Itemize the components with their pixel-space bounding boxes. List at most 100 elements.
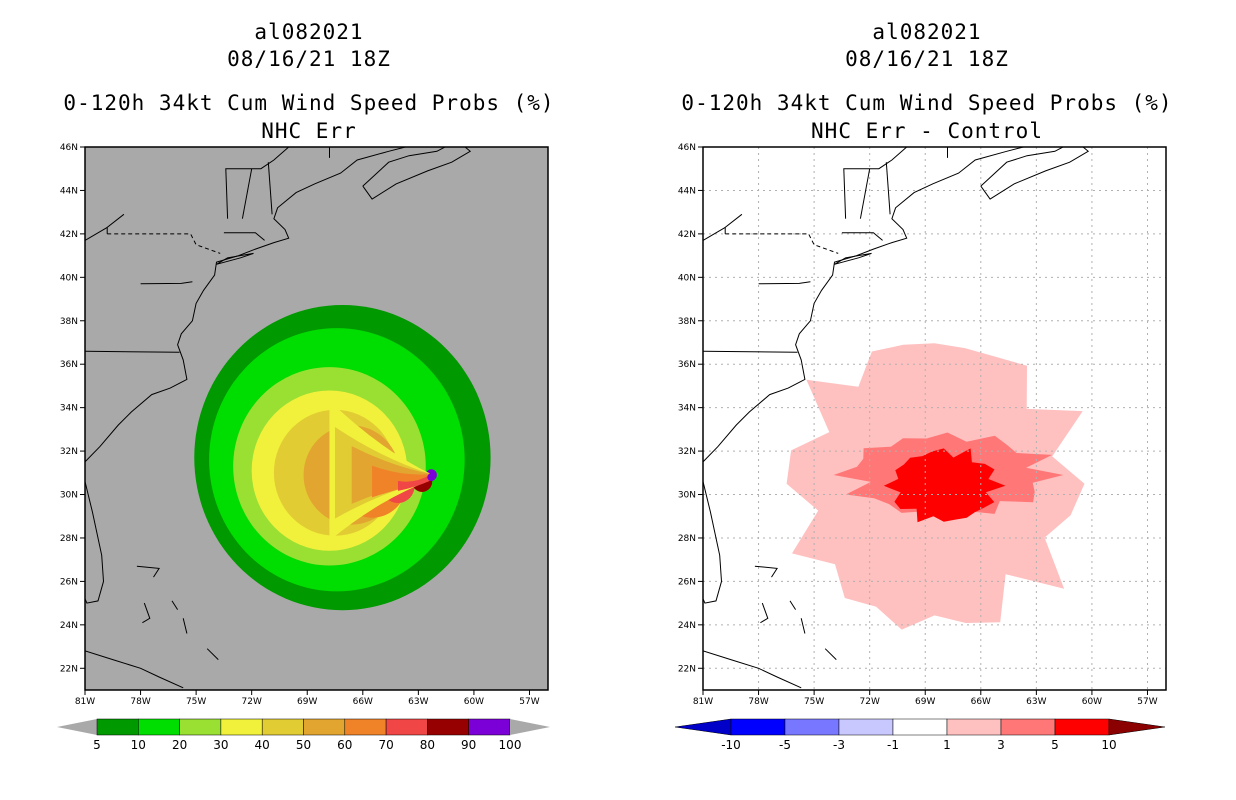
plot-frame xyxy=(84,146,549,691)
colorbar-swatch xyxy=(730,718,786,736)
colorbar-swatch xyxy=(838,718,894,736)
y-tick-label: 28N xyxy=(678,534,696,544)
y-tick-label: 46N xyxy=(678,143,696,153)
colorbar-label: 5 xyxy=(93,738,101,752)
x-tick-label: 63W xyxy=(408,697,428,707)
colorbar-label: 5 xyxy=(1051,738,1059,752)
east-coast-line xyxy=(703,147,1024,463)
x-tick-label: 78W xyxy=(748,697,768,707)
cuba-coast-line xyxy=(85,650,184,689)
bahamas-island-line xyxy=(171,600,179,610)
colorbar-label: 90 xyxy=(461,738,476,752)
florida-coast-line xyxy=(85,481,105,604)
x-tick-label: 60W xyxy=(1082,697,1102,707)
colorbar-swatch xyxy=(303,718,346,736)
y-tick-label: 44N xyxy=(60,186,78,196)
x-tick-label: 69W xyxy=(915,697,935,707)
colorbar-label: 80 xyxy=(420,738,435,752)
x-tick-label: 57W xyxy=(519,697,539,707)
colorbar-swatch xyxy=(427,718,469,736)
state-border-line xyxy=(107,233,221,254)
colorbar-label: 30 xyxy=(213,738,228,752)
right-colorbar: -10 -5 -3 -1 1 3 5 10 xyxy=(674,718,1166,752)
x-tick-label: 63W xyxy=(1026,697,1046,707)
colorbar-label: 40 xyxy=(255,738,270,752)
y-tick-label: 22N xyxy=(678,664,696,674)
state-border-line xyxy=(758,281,811,285)
y-tick-label: 34N xyxy=(678,404,696,414)
state-border-line xyxy=(841,232,883,241)
long-island-coast-line xyxy=(834,252,872,265)
grid-lines xyxy=(703,147,1166,690)
colorbar-swatch xyxy=(385,718,428,736)
right-title: 0-120h 34kt Cum Wind Speed Probs (%) xyxy=(681,91,1173,115)
x-tick-label: 60W xyxy=(464,697,484,707)
colorbar-swatch xyxy=(261,718,304,736)
nova-scotia-coast-line xyxy=(980,147,1090,200)
probability-field xyxy=(786,343,1085,630)
florida-coast-line xyxy=(703,481,723,604)
state-border-line xyxy=(703,226,726,241)
bahamas-island-line xyxy=(760,602,769,624)
colorbar-left-arrow xyxy=(674,718,732,736)
y-tick-label: 44N xyxy=(678,186,696,196)
state-border-line xyxy=(225,147,290,219)
y-tick-label: 40N xyxy=(678,273,696,283)
y-tick-label: 30N xyxy=(60,491,78,501)
y-tick-label: 26N xyxy=(678,577,696,587)
left-storm-id: al082021 xyxy=(254,20,364,44)
colorbar-swatch xyxy=(179,718,222,736)
long-island-coast-line xyxy=(216,252,254,265)
x-tick-label: 66W xyxy=(971,697,991,707)
colorbar-label: -1 xyxy=(887,738,899,752)
y-tick-label: 38N xyxy=(678,317,696,327)
x-tick-label: 57W xyxy=(1137,697,1157,707)
y-tick-label: 36N xyxy=(678,360,696,370)
colorbar-swatch xyxy=(946,718,1002,736)
storm-center-marker xyxy=(427,473,436,482)
y-tick-label: 42N xyxy=(60,230,78,240)
colorbar-swatch xyxy=(468,718,511,736)
x-tick-label: 78W xyxy=(130,697,150,707)
colorbar-label: 10 xyxy=(1101,738,1116,752)
left-datetime: 08/16/21 18Z xyxy=(227,47,391,71)
y-tick-label: 22N xyxy=(60,664,78,674)
state-border-line xyxy=(267,162,273,215)
colorbar-label: 60 xyxy=(337,738,352,752)
state-border-line xyxy=(85,350,180,353)
right-map-svg: 81W 78W 75W 72W 69W 66W 63W 60W 57W 22N 24N 26N 28N 3… xyxy=(674,143,1167,752)
x-tick-label: 75W xyxy=(186,697,206,707)
bahamas-island-line xyxy=(182,618,188,634)
y-tick-label: 28N xyxy=(60,534,78,544)
colorbar-swatch xyxy=(1054,718,1110,736)
bahamas-island-line xyxy=(206,648,219,660)
state-border-line xyxy=(843,147,908,219)
y-tick-label: 42N xyxy=(678,230,696,240)
y-tick-label: 26N xyxy=(60,577,78,587)
bahamas-island-line xyxy=(136,565,160,578)
colorbar-label: -5 xyxy=(779,738,791,752)
colorbar-label: 100 xyxy=(499,738,522,752)
axes: 81W 78W 75W 72W 69W 66W 63W 60W 57W 22N 24N 26N 28N 3… xyxy=(60,143,540,707)
plot-frame xyxy=(702,146,1167,691)
state-border-line xyxy=(140,281,193,285)
left-map-svg: 81W 78W 75W 72W 69W 66W 63W 60W 57W 22N 24N 26N 28N 3… xyxy=(57,143,550,752)
panel-left: al082021 08/16/21 18Z 0-120h 34kt Cum Wi… xyxy=(57,20,555,752)
left-title: 0-120h 34kt Cum Wind Speed Probs (%) xyxy=(63,91,555,115)
x-tick-label: 72W xyxy=(242,697,262,707)
state-border-line xyxy=(725,233,839,254)
y-tick-label: 32N xyxy=(60,447,78,457)
colorbar-swatch xyxy=(892,718,948,736)
bahamas-island-line xyxy=(789,600,797,610)
colorbar-swatch xyxy=(784,718,840,736)
colorbar-label: 70 xyxy=(378,738,393,752)
x-tick-label: 81W xyxy=(75,697,95,707)
panel-right: al082021 08/16/21 18Z 0-120h 34kt Cum Wi… xyxy=(618,0,1236,800)
colorbar-right-arrow xyxy=(1108,718,1166,736)
bahamas-island-line xyxy=(142,602,151,624)
colorbar-label: 10 xyxy=(131,738,146,752)
difference-region-5 xyxy=(883,448,1006,523)
y-tick-label: 30N xyxy=(678,491,696,501)
colorbar-right-arrow xyxy=(510,719,550,735)
y-tick-label: 24N xyxy=(60,621,78,631)
